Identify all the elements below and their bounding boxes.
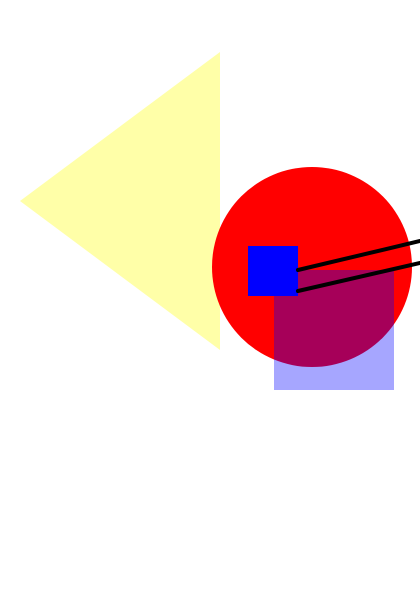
yellow-triangle — [20, 52, 220, 350]
upper-line — [296, 239, 420, 272]
lower-line — [296, 261, 420, 293]
blue-square — [248, 246, 298, 296]
